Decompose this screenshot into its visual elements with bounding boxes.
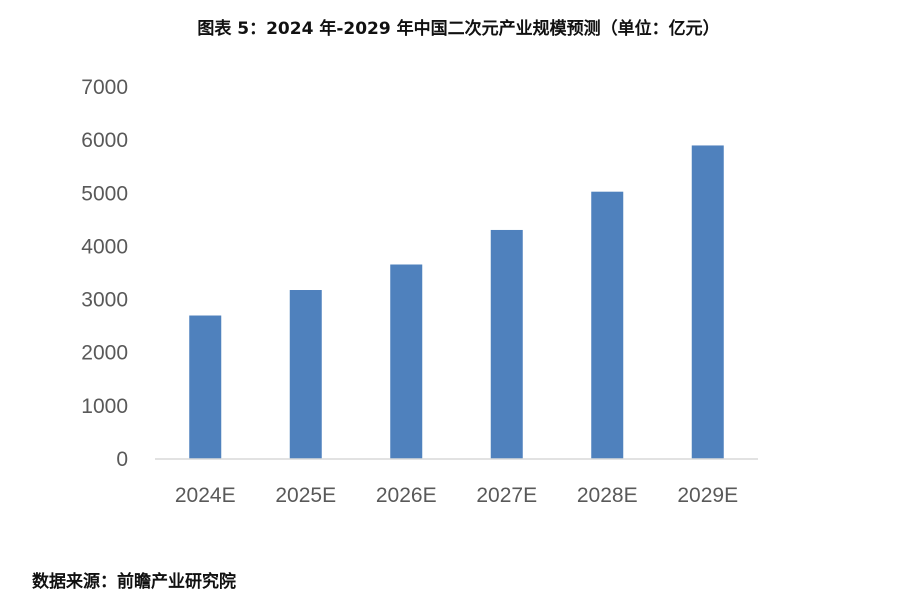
x-tick-label: 2024E: [175, 484, 236, 507]
x-tick-label: 2028E: [577, 484, 638, 507]
y-tick-label: 3000: [81, 289, 128, 312]
x-tick-label: 2025E: [275, 484, 336, 507]
x-axis: 2024E 2025E 2026E 2027E 2028E 2029E: [175, 484, 738, 507]
y-tick-label: 1000: [81, 395, 128, 418]
chart-title: 图表 5：2024 年-2029 年中国二次元产业规模预测（单位：亿元）: [197, 19, 720, 39]
y-tick-label: 2000: [81, 342, 128, 365]
y-tick-label: 4000: [81, 235, 128, 258]
x-tick-label: 2027E: [476, 484, 537, 507]
bars: [189, 145, 724, 460]
bar: [490, 229, 523, 459]
bar: [591, 191, 624, 460]
source-note: 数据来源：前瞻产业研究院: [32, 572, 236, 592]
bar-chart: 0 1000 2000 3000 4000 5000 6000 7000 2024E 2025E…: [81, 76, 758, 507]
y-tick-label: 6000: [81, 129, 128, 152]
y-tick-label: 7000: [81, 76, 128, 99]
y-tick-label: 5000: [81, 182, 128, 205]
bar: [289, 290, 322, 459]
y-axis: 0 1000 2000 3000 4000 5000 6000 7000: [81, 76, 128, 471]
x-tick-label: 2029E: [677, 484, 738, 507]
y-tick-label: 0: [116, 448, 128, 471]
x-tick-label: 2026E: [376, 484, 437, 507]
bar: [390, 264, 423, 459]
bar: [189, 315, 222, 459]
bar: [691, 145, 724, 459]
